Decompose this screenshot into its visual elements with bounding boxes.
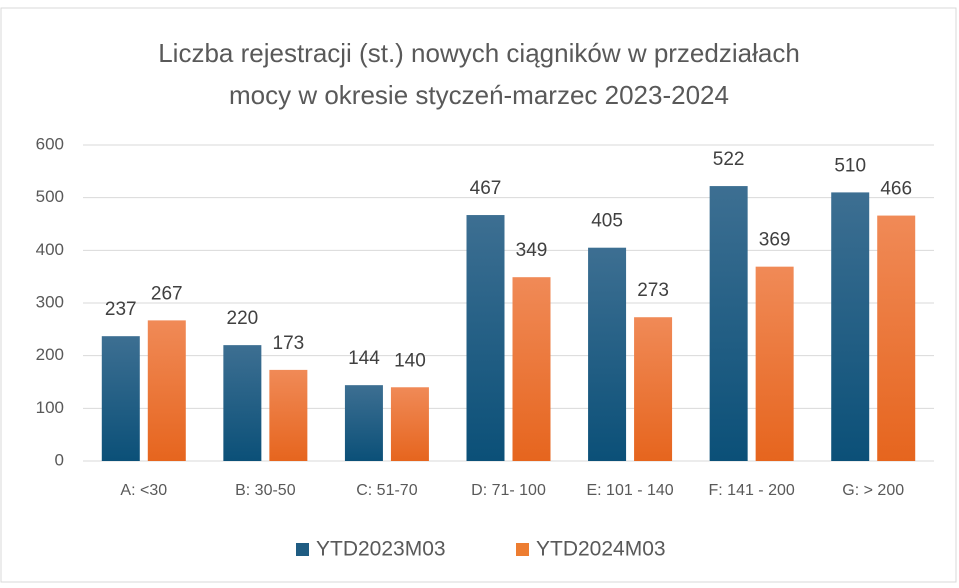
x-tick-label: E: 101 - 140 xyxy=(586,482,673,499)
chart-title: Liczba rejestracji (st.) nowych ciągnikó… xyxy=(158,38,800,68)
bar xyxy=(877,215,916,461)
bar xyxy=(588,247,627,461)
bar xyxy=(709,186,748,461)
data-label: 237 xyxy=(105,299,137,320)
bar xyxy=(101,336,140,461)
legend-label: YTD2024M03 xyxy=(536,538,666,561)
x-tick-label: G: > 200 xyxy=(842,482,904,499)
bar xyxy=(223,345,262,461)
bar xyxy=(512,277,551,461)
y-tick-label: 400 xyxy=(36,240,64,259)
y-tick-label: 500 xyxy=(36,187,64,206)
x-tick-label: D: 71- 100 xyxy=(471,482,546,499)
bar xyxy=(755,266,794,461)
y-tick-label: 200 xyxy=(36,345,64,364)
bar xyxy=(147,320,186,461)
x-tick-label: F: 141 - 200 xyxy=(709,482,795,499)
data-label: 405 xyxy=(591,211,623,232)
data-label: 273 xyxy=(637,280,669,301)
data-label: 173 xyxy=(273,333,305,354)
legend-swatch xyxy=(296,543,309,556)
x-tick-label: C: 51-70 xyxy=(356,482,417,499)
bar xyxy=(390,387,429,461)
data-label: 466 xyxy=(880,179,912,200)
legend-swatch xyxy=(516,543,529,556)
y-tick-label: 300 xyxy=(36,292,64,311)
data-label: 144 xyxy=(348,348,380,369)
y-tick-label: 600 xyxy=(36,134,64,153)
data-label: 522 xyxy=(713,149,745,170)
data-label: 220 xyxy=(227,308,259,329)
data-label: 467 xyxy=(470,178,502,199)
bar xyxy=(634,317,673,461)
data-label: 369 xyxy=(759,230,791,251)
data-label: 349 xyxy=(516,240,548,261)
legend-label: YTD2023M03 xyxy=(316,538,446,561)
data-label: 510 xyxy=(834,155,866,176)
bar xyxy=(269,369,308,461)
bar xyxy=(344,385,383,461)
data-label: 140 xyxy=(394,350,426,371)
data-label: 267 xyxy=(151,283,183,304)
x-tick-label: A: <30 xyxy=(120,482,167,499)
bar xyxy=(466,215,505,461)
y-tick-label: 0 xyxy=(55,450,64,469)
x-tick-label: B: 30-50 xyxy=(235,482,296,499)
y-tick-label: 100 xyxy=(36,398,64,417)
bar xyxy=(831,192,870,461)
chart-title: mocy w okresie styczeń-marzec 2023-2024 xyxy=(229,80,729,110)
